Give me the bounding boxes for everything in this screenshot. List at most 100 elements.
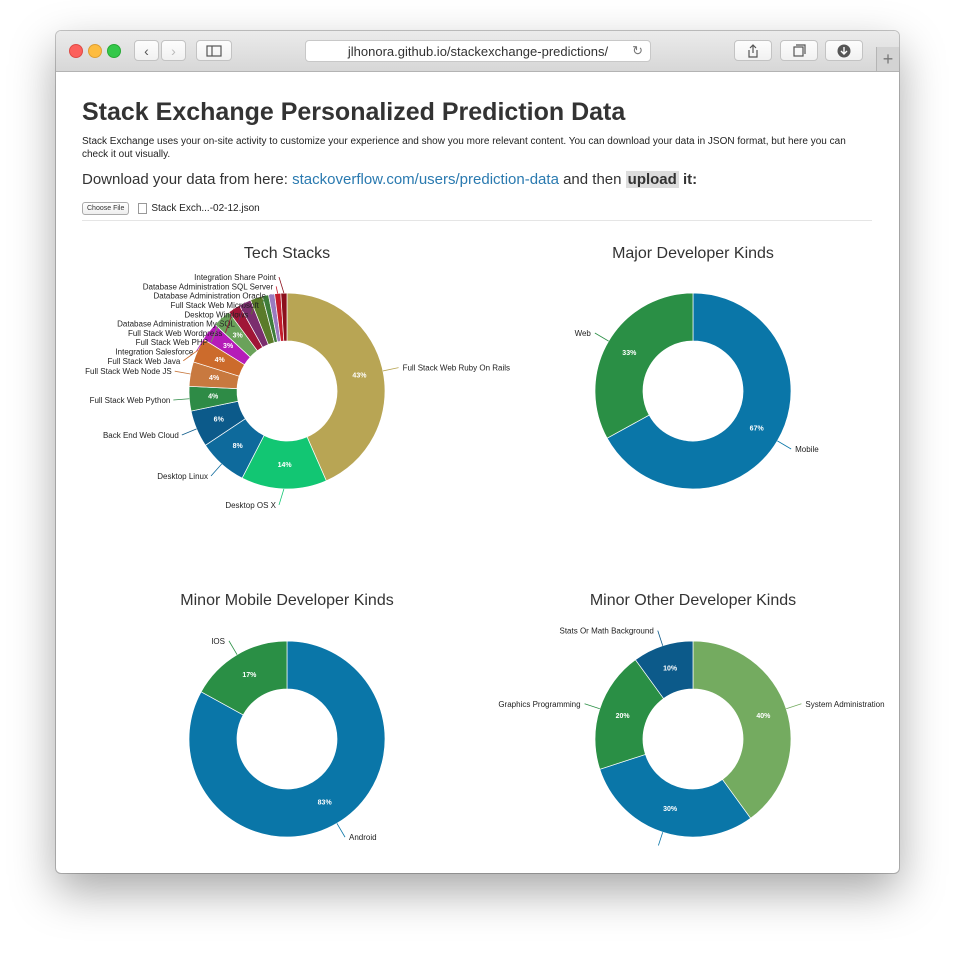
tabs-icon [792,44,806,57]
slice-percent-label: 14% [278,462,293,469]
slice-label: Database Administration Oracle [153,292,266,301]
label-leader-line [224,308,235,333]
download-suffix: it: [678,171,698,188]
slice-label: Graphics Programming [498,700,580,709]
label-leader-line [268,293,272,297]
slice-percent-label: 43% [352,373,367,380]
reload-icon[interactable]: ↻ [632,43,643,58]
label-leader-line [210,463,222,477]
chart-title: Tech Stacks [244,245,330,262]
pie-slice[interactable] [200,640,288,716]
slice-label: Full Stack Web Java [108,357,181,366]
file-icon [138,203,148,214]
label-leader-line [594,332,609,342]
selected-file-name: Stack Exch...-02-12.json [151,203,260,214]
slice-label: Integration Salesforce [115,347,193,356]
label-leader-line [777,440,792,450]
label-leader-line [382,367,399,372]
label-leader-line [173,398,190,401]
chart-title: Minor Mobile Developer Kinds [180,592,393,609]
download-prefix: Download your data from here: [82,171,293,188]
download-instructions: Download your data from here: stackoverf… [82,171,697,188]
sidebar-toggle-button[interactable] [196,40,232,61]
slice-percent-label: 17% [242,672,257,679]
charts-area: Tech Stacks 43% Full Stack Web Ruby On Rai… [85,245,885,846]
chart-title: Major Developer Kinds [612,245,774,262]
slice-label: Android [349,833,377,842]
prediction-data-link[interactable]: stackoverflow.com/users/prediction-data [292,171,559,188]
slice-percent-label: 40% [756,713,771,720]
slice-label: Web [575,329,592,338]
pie-slice[interactable] [599,754,752,838]
label-leader-line [174,370,191,375]
download-icon [837,44,851,57]
slice-percent-label: 8% [233,443,244,450]
slice-percent-label: 67% [750,426,765,433]
label-leader-line [228,640,238,655]
back-button[interactable]: ‹ [134,40,159,61]
browser-toolbar: ‹ › jlhonora.github.io/stackexchange-pre… [56,31,899,72]
plus-icon: + [882,48,894,69]
slice-percent-label: 30% [663,806,678,813]
slice-percent-label: 3% [233,333,244,340]
url-text: jlhonora.github.io/stackexchange-predict… [347,43,609,59]
slice-label: Desktop Linux [157,472,208,481]
slice-label: Full Stack Web Node JS [85,367,172,376]
pie-slice[interactable] [692,640,792,819]
slice-label: Mobile [795,445,819,454]
label-leader-line [237,302,246,324]
slice-label: Desktop OS X [225,501,276,510]
slice-label: Desktop Windows [184,310,248,319]
slice-percent-label: 33% [622,350,637,357]
slice-percent-label: 4% [209,375,220,382]
tabs-overview-button[interactable] [780,40,818,61]
label-leader-line [584,703,600,710]
share-button[interactable] [734,40,772,61]
pie-slice[interactable] [594,292,694,439]
page-content: Stack Exchange Personalized Prediction D… [56,72,899,873]
address-bar[interactable]: jlhonora.github.io/stackexchange-predict… [305,40,651,62]
browser-window: ‹ › jlhonora.github.io/stackexchange-pre… [56,31,899,873]
slice-percent-label: 10% [663,665,678,672]
zoom-window-button[interactable] [107,44,121,58]
label-leader-line [336,823,346,838]
close-window-button[interactable] [69,44,83,58]
slice-percent-label: 20% [616,713,631,720]
pie-slice[interactable] [606,292,792,490]
label-leader-line [251,297,257,315]
chevron-left-icon: ‹ [144,42,149,59]
slice-label: Integration Share Point [194,273,277,282]
download-middle: and then [558,171,626,188]
page-title: Stack Exchange Personalized Prediction D… [82,98,626,126]
choose-file-button[interactable]: Choose File [82,202,130,215]
label-leader-line [657,630,664,646]
forward-button[interactable]: › [161,40,186,61]
slice-label: Full Stack Web Wordpress [128,329,222,338]
slice-label: Database Administration My SQL [117,320,235,329]
label-leader-line [195,331,210,352]
pie-slice[interactable] [634,640,694,700]
pie-slice[interactable] [188,640,386,838]
chevron-right-icon: › [171,42,176,59]
slice-label: Full Stack Web PHP [136,338,208,347]
new-tab-button[interactable]: + [876,47,899,71]
pie-slice[interactable] [286,292,386,482]
slice-label: Full Stack Web Python [90,396,171,405]
slice-label: Full Stack Web Microsoft [171,301,260,310]
label-leader-line [278,488,285,506]
label-leader-line [275,286,279,294]
pie-slice[interactable] [280,292,288,342]
slice-label: Database Administration SQL Server [143,282,274,291]
minimize-window-button[interactable] [88,44,102,58]
downloads-button[interactable] [825,40,863,61]
slice-percent-label: 6% [214,416,225,423]
label-leader-line [181,428,197,436]
upload-text: upload [625,171,679,188]
label-leader-line [261,295,266,306]
slice-percent-label: 4% [215,357,226,364]
slice-label: IOS [211,637,225,646]
file-upload: Choose File Stack Exch...-02-12.json [82,202,260,215]
slice-label: Stats Or Math Background [560,627,654,636]
label-leader-line [278,276,285,294]
label-leader-line [658,832,664,846]
